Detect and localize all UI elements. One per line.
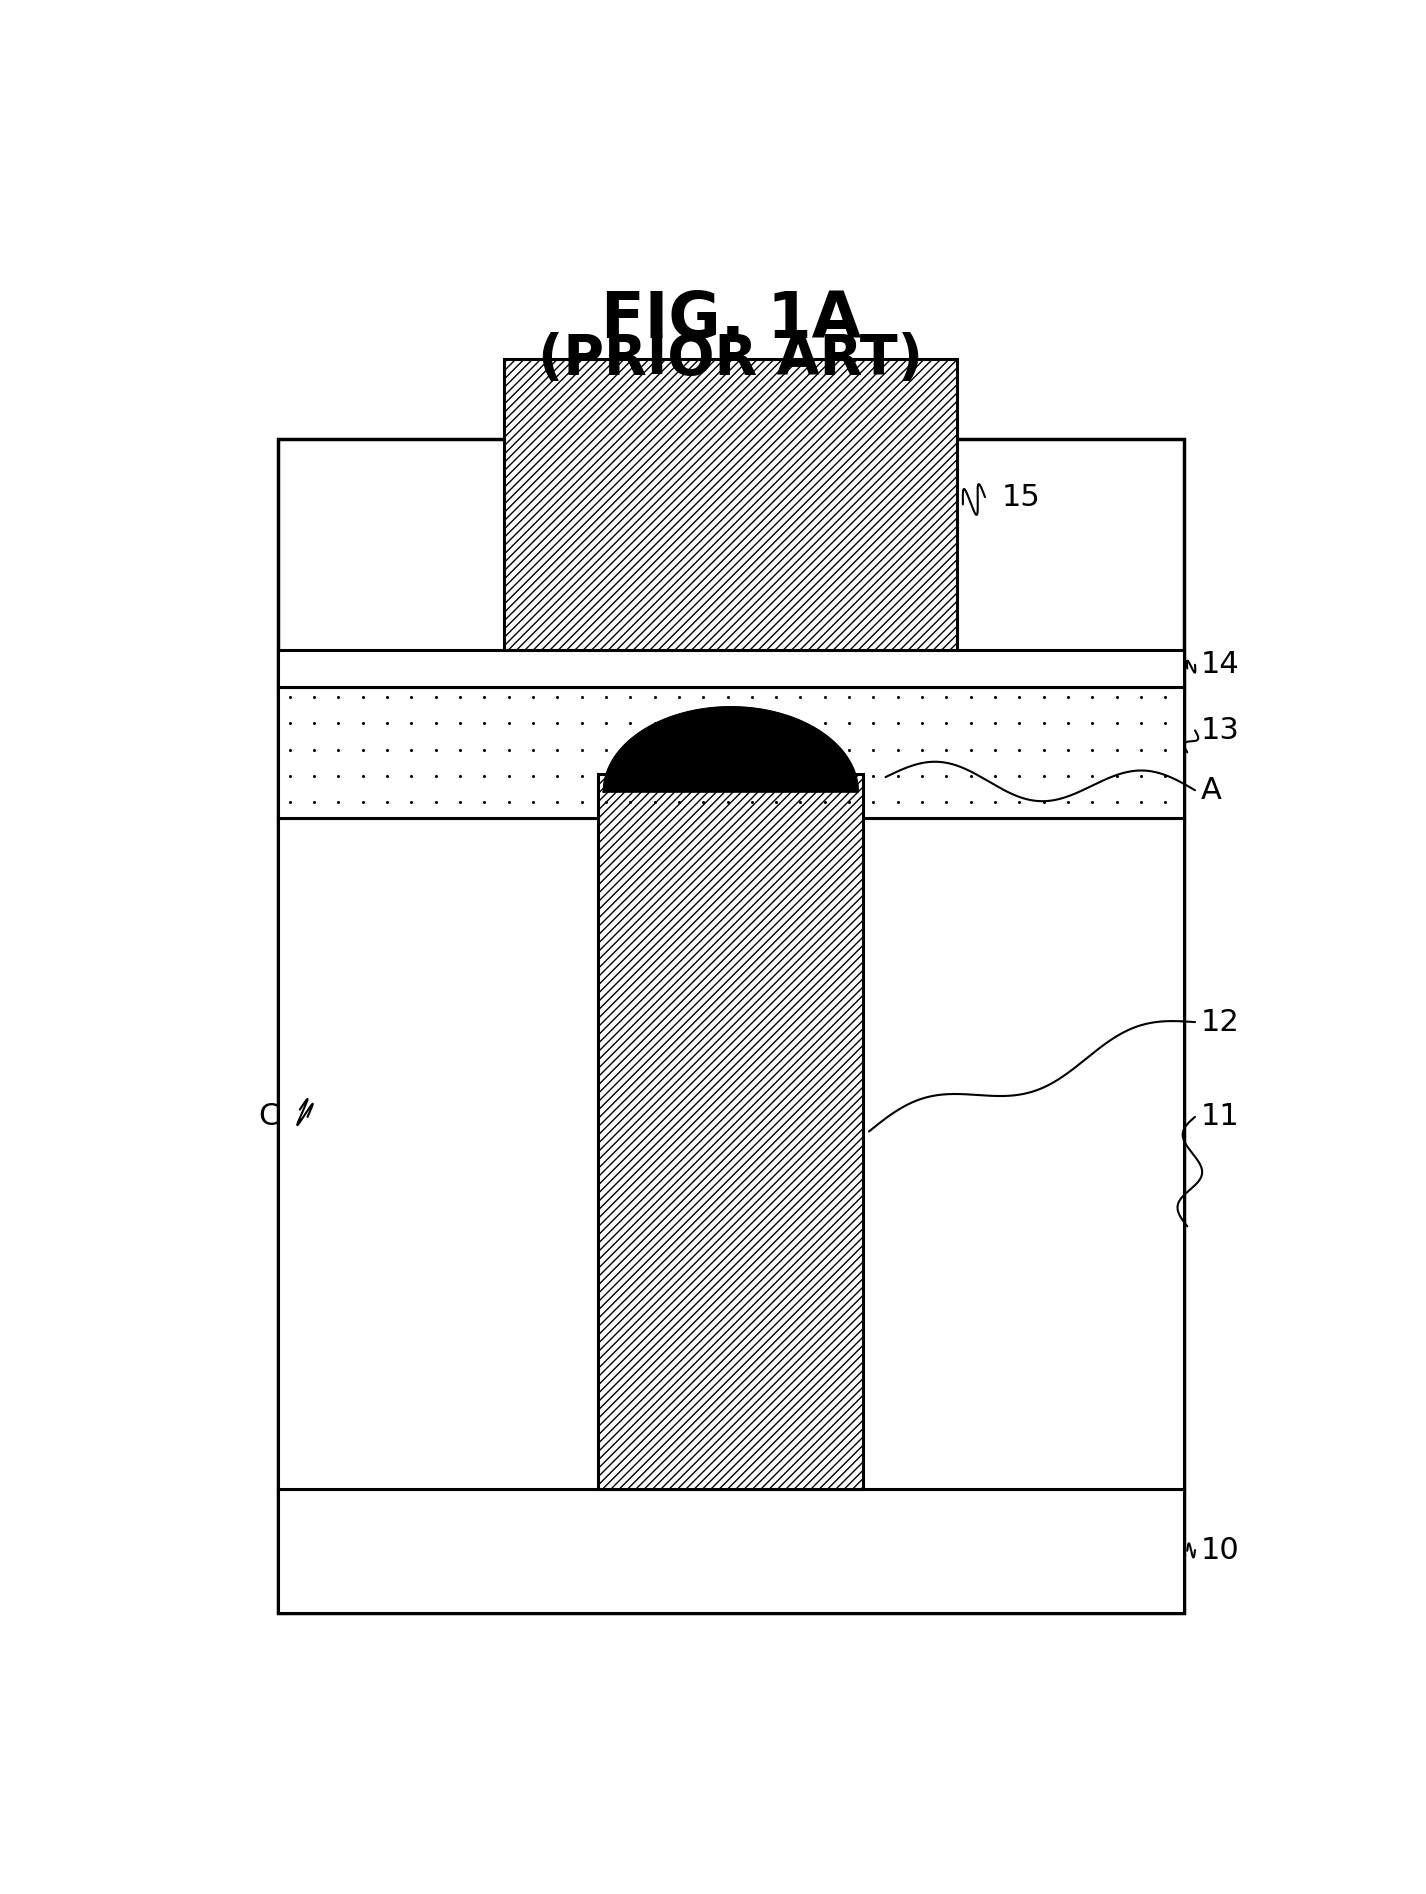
Bar [278,688,1184,818]
Bar [278,439,1184,1614]
Text: FIG. 1A: FIG. 1A [600,288,861,350]
Text: 11: 11 [1201,1102,1239,1131]
Bar [505,358,957,650]
Bar [278,818,1184,1489]
Text: (PRIOR ART): (PRIOR ART) [539,331,923,386]
Text: 13: 13 [1201,716,1239,744]
Text: 12: 12 [1201,1008,1239,1036]
Text: 10: 10 [1201,1536,1239,1564]
Bar [278,1489,1184,1614]
Text: C: C [258,1102,279,1131]
Polygon shape [603,706,858,792]
Text: A: A [1201,777,1222,805]
Text: 14: 14 [1201,650,1239,680]
Text: 15: 15 [1001,483,1041,511]
Bar [599,775,864,1489]
Bar [278,650,1184,688]
